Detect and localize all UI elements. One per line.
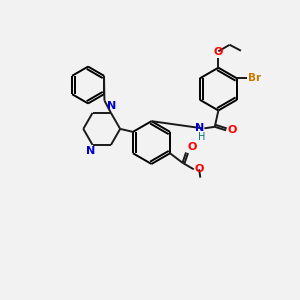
Text: H: H xyxy=(198,132,206,142)
Text: O: O xyxy=(195,164,204,174)
Text: N: N xyxy=(107,101,116,112)
Text: Br: Br xyxy=(248,73,261,83)
Text: O: O xyxy=(188,142,197,152)
Text: O: O xyxy=(214,47,223,57)
Text: N: N xyxy=(86,146,96,156)
Text: N: N xyxy=(195,123,204,133)
Text: O: O xyxy=(227,125,237,135)
